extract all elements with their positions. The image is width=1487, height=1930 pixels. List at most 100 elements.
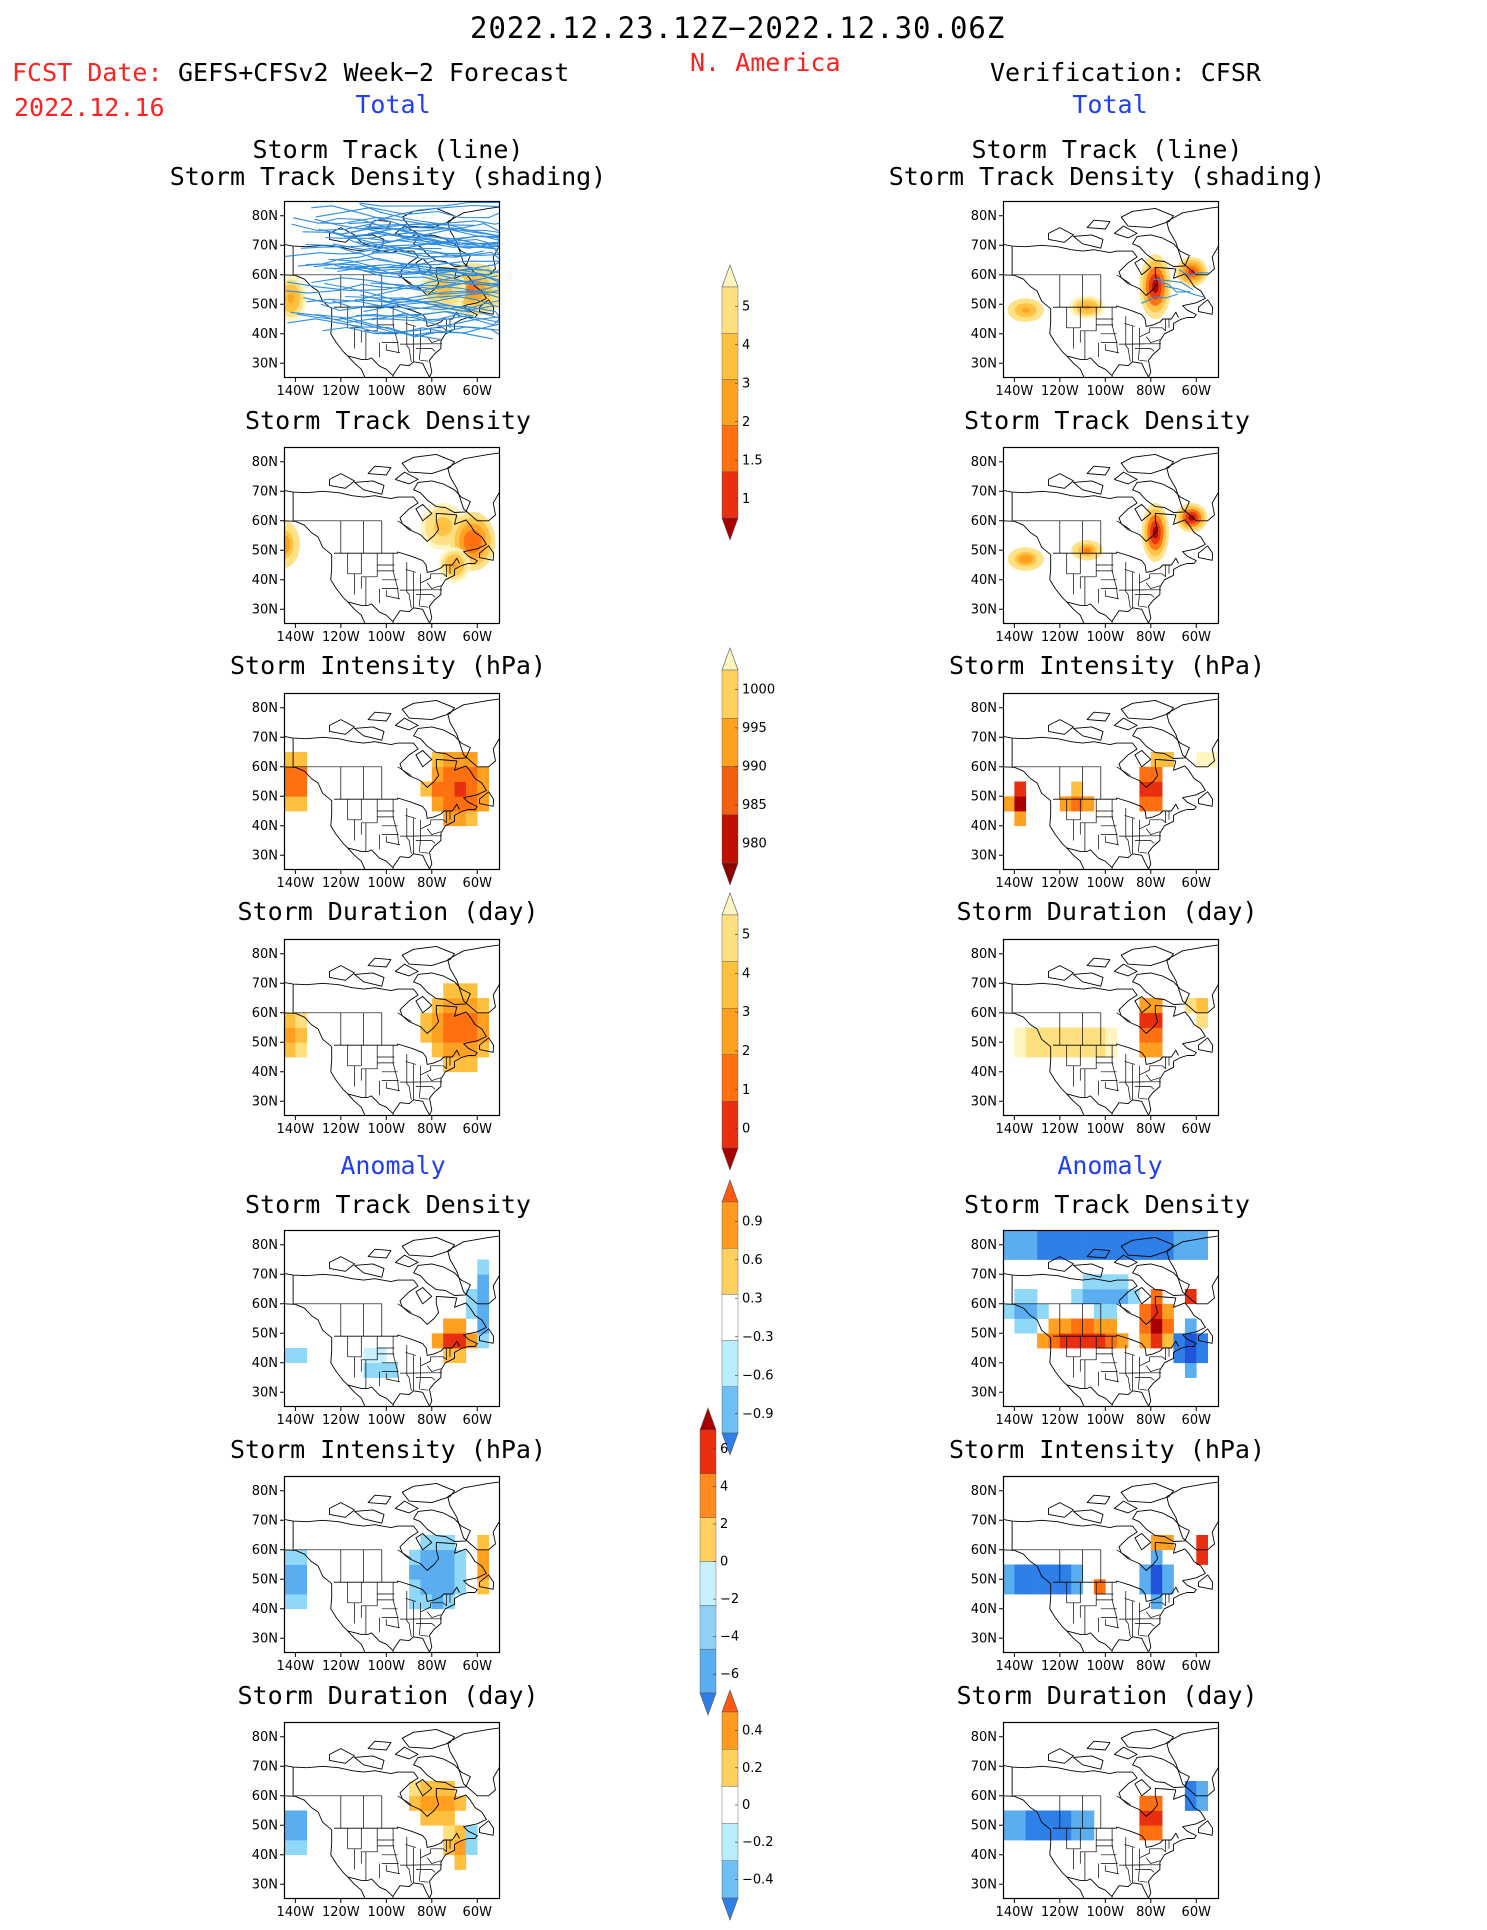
map-shading bbox=[284, 1727, 500, 1899]
colorbar-label: 0.9 bbox=[742, 1214, 763, 1229]
lon-tick-label: 100W bbox=[367, 1413, 405, 1428]
colorbar-label: 1.5 bbox=[742, 453, 763, 468]
lat-tick-label: 50N bbox=[971, 297, 997, 312]
lat-tick-label: 40N bbox=[252, 573, 278, 588]
lat-tick-label: 70N bbox=[252, 238, 278, 253]
coastline bbox=[1003, 1727, 1219, 1899]
colorbar-label: 990 bbox=[742, 760, 767, 775]
lon-tick-label: 140W bbox=[277, 384, 315, 399]
lat-tick-label: 40N bbox=[252, 1848, 278, 1863]
lat-tick-label: 60N bbox=[252, 1789, 278, 1804]
colorbar-label: 2 bbox=[742, 415, 750, 430]
coastline bbox=[1003, 452, 1219, 624]
colorbar-label: 4 bbox=[720, 1479, 728, 1494]
lat-tick-label: 60N bbox=[252, 1297, 278, 1312]
colorbar-label: 1 bbox=[742, 1083, 750, 1098]
left-anomaly-heading: Anomaly bbox=[340, 1151, 446, 1180]
lon-tick-label: 140W bbox=[277, 876, 315, 891]
colorbar-label: 3 bbox=[742, 376, 750, 391]
colorbar-label: 0 bbox=[742, 1798, 750, 1813]
colorbar-label: 1 bbox=[742, 492, 750, 507]
left-panel-title: Storm Track Density bbox=[245, 1190, 531, 1219]
right-density-map: 80N 70N 60N 50N 40N 30N 140W 120W 100W 80W 60W bbox=[971, 446, 1220, 645]
colorbar-label: 0.2 bbox=[742, 1761, 763, 1776]
lat-tick-label: 50N bbox=[252, 789, 278, 804]
coastline bbox=[1003, 698, 1219, 870]
right-panel-title: Storm Duration (day) bbox=[956, 897, 1258, 926]
lon-tick-label: 140W bbox=[996, 1905, 1034, 1920]
lat-tick-label: 50N bbox=[252, 1818, 278, 1833]
lat-tick-label: 80N bbox=[971, 1238, 997, 1253]
lat-tick-label: 70N bbox=[971, 238, 997, 253]
lon-tick-label: 140W bbox=[996, 384, 1034, 399]
lat-tick-label: 80N bbox=[252, 1238, 278, 1253]
left-density-map: 80N 70N 60N 50N 40N 30N 140W 120W 100W 80W 60W bbox=[252, 446, 501, 645]
lat-tick-label: 30N bbox=[971, 1385, 997, 1400]
lat-tick-label: 50N bbox=[971, 789, 997, 804]
lat-tick-label: 70N bbox=[252, 1513, 278, 1528]
colorbar-label: −2 bbox=[720, 1592, 739, 1607]
right-panel-title: Storm Intensity (hPa) bbox=[948, 1435, 1266, 1464]
right-panel-title: Storm Intensity (hPa) bbox=[948, 651, 1266, 680]
lon-tick-label: 140W bbox=[277, 1122, 315, 1137]
map-shading bbox=[284, 1481, 500, 1653]
map-shading bbox=[284, 201, 500, 378]
lon-tick-label: 140W bbox=[996, 1413, 1034, 1428]
lon-tick-label: 80W bbox=[417, 630, 447, 645]
colorbar-label: 995 bbox=[742, 721, 767, 736]
lat-tick-label: 40N bbox=[971, 1065, 997, 1080]
lat-tick-label: 70N bbox=[971, 1513, 997, 1528]
lat-tick-label: 40N bbox=[252, 1602, 278, 1617]
map-shading bbox=[284, 698, 500, 870]
lon-tick-label: 140W bbox=[996, 1659, 1034, 1674]
left-panel-title: Storm Intensity (hPa) bbox=[229, 1435, 547, 1464]
lon-tick-label: 100W bbox=[1086, 1413, 1124, 1428]
lat-tick-label: 50N bbox=[252, 1035, 278, 1050]
lat-tick-label: 80N bbox=[971, 1730, 997, 1745]
colorbar-label: 2 bbox=[720, 1517, 728, 1532]
lon-tick-label: 60W bbox=[463, 1413, 493, 1428]
coastline bbox=[1003, 944, 1219, 1116]
lon-tick-label: 80W bbox=[417, 1659, 447, 1674]
colorbar-label: 5 bbox=[742, 927, 750, 942]
lon-tick-label: 140W bbox=[277, 1659, 315, 1674]
lat-tick-label: 70N bbox=[252, 1267, 278, 1282]
colorbar-label: 4 bbox=[742, 966, 750, 981]
coastline bbox=[284, 944, 500, 1116]
lon-tick-label: 60W bbox=[1182, 1413, 1212, 1428]
lon-tick-label: 120W bbox=[322, 384, 360, 399]
lon-tick-label: 120W bbox=[1041, 1122, 1079, 1137]
lat-tick-label: 70N bbox=[252, 1759, 278, 1774]
map-shading bbox=[1003, 1230, 1219, 1407]
lon-tick-label: 100W bbox=[367, 1659, 405, 1674]
lat-tick-label: 40N bbox=[971, 327, 997, 342]
lat-tick-label: 70N bbox=[971, 976, 997, 991]
left-panel-title: Storm Track Density bbox=[245, 406, 531, 435]
coastline bbox=[1003, 206, 1219, 378]
left-total-heading: Total bbox=[355, 90, 431, 119]
lon-tick-label: 80W bbox=[1136, 1122, 1166, 1137]
lon-tick-label: 100W bbox=[367, 384, 405, 399]
colorbar-label: −0.4 bbox=[742, 1872, 774, 1887]
lon-tick-label: 140W bbox=[277, 1413, 315, 1428]
lat-tick-label: 30N bbox=[252, 1631, 278, 1646]
lon-tick-label: 80W bbox=[417, 1122, 447, 1137]
lon-tick-label: 140W bbox=[277, 630, 315, 645]
colorbar-label: 0 bbox=[742, 1122, 750, 1137]
lon-tick-label: 80W bbox=[1136, 1413, 1166, 1428]
lat-tick-label: 60N bbox=[971, 1543, 997, 1558]
lat-tick-label: 60N bbox=[252, 268, 278, 283]
lon-tick-label: 80W bbox=[417, 1905, 447, 1920]
lon-tick-label: 120W bbox=[1041, 1659, 1079, 1674]
right-intensity-map: 80N 70N 60N 50N 40N 30N 140W 120W 100W 80W 60W bbox=[971, 692, 1220, 891]
coastline bbox=[284, 698, 500, 870]
lon-tick-label: 60W bbox=[1182, 1659, 1212, 1674]
lat-tick-label: 40N bbox=[971, 1602, 997, 1617]
lat-tick-label: 60N bbox=[971, 514, 997, 529]
lon-tick-label: 100W bbox=[1086, 1122, 1124, 1137]
lat-tick-label: 70N bbox=[252, 484, 278, 499]
right-panel-title: Storm Track Density bbox=[964, 1190, 1250, 1219]
map-shading bbox=[284, 944, 500, 1116]
lat-tick-label: 40N bbox=[252, 1356, 278, 1371]
colorbar-label: −6 bbox=[720, 1667, 739, 1682]
